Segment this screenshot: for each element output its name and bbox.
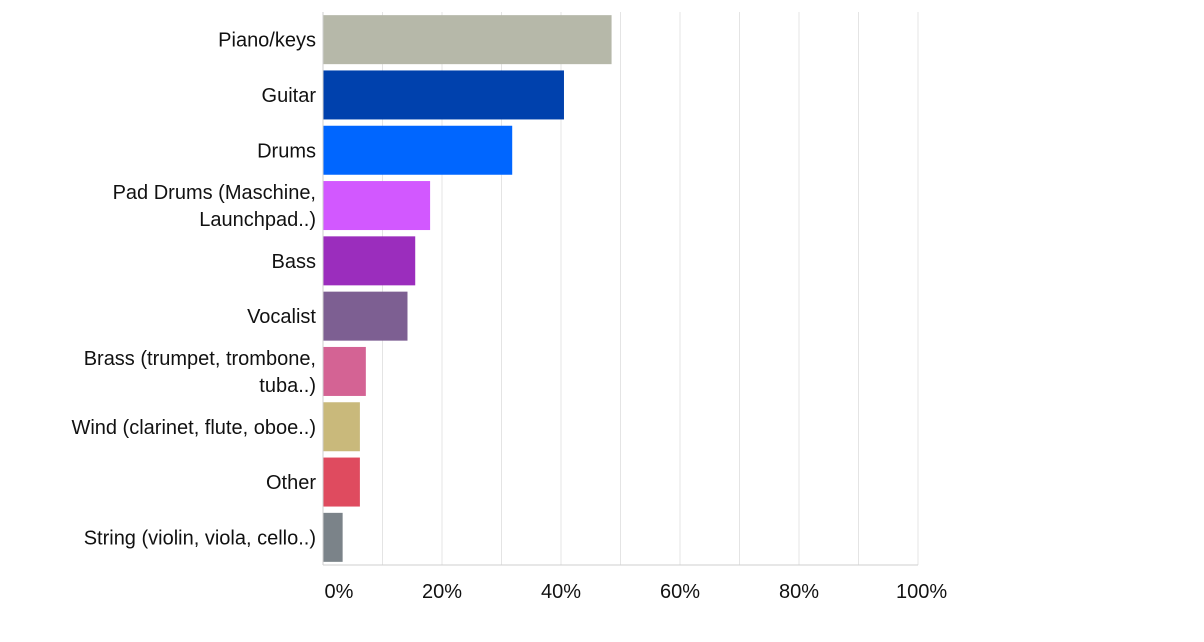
category-label: Bass xyxy=(272,251,316,273)
category-label: Other xyxy=(266,472,316,494)
category-label: Wind (clarinet, flute, oboe..) xyxy=(71,417,316,439)
bar xyxy=(323,291,408,341)
bar xyxy=(323,15,612,65)
category-label: Drums xyxy=(257,140,316,162)
category-label-line: Wind (clarinet, flute, oboe..) xyxy=(71,417,316,439)
category-label-line: Guitar xyxy=(262,85,317,107)
x-tick-label: 40% xyxy=(541,581,581,603)
x-tick-label: 80% xyxy=(779,581,819,603)
bar xyxy=(323,346,366,396)
bar xyxy=(323,512,343,562)
category-label-line: Drums xyxy=(257,140,316,162)
category-label-line: Vocalist xyxy=(247,306,316,328)
category-label-line: String (violin, viola, cello..) xyxy=(84,527,316,549)
category-label: Piano/keys xyxy=(218,30,316,52)
category-label: Vocalist xyxy=(247,306,316,328)
category-label-line: tuba..) xyxy=(259,375,316,397)
category-label: Brass (trumpet, trombone, tuba..) xyxy=(84,348,316,397)
category-label-line: Launchpad..) xyxy=(199,209,316,231)
category-label-line: Bass xyxy=(272,251,316,273)
x-tick-labels: 0% 20% 40% 60% 80% 100% xyxy=(325,581,948,603)
category-label-line: Other xyxy=(266,472,316,494)
category-label-line: Piano/keys xyxy=(218,30,316,52)
x-tick-label: 60% xyxy=(660,581,700,603)
bars xyxy=(323,15,612,562)
bar xyxy=(323,70,564,120)
category-label: String (violin, viola, cello..) xyxy=(84,527,316,549)
x-tick-label: 20% xyxy=(422,581,462,603)
x-tick-label: 100% xyxy=(896,581,947,603)
category-labels: Piano/keys Guitar Drums Pad Drums (Maschine… xyxy=(71,30,316,550)
bar xyxy=(323,402,360,452)
bar xyxy=(323,181,431,231)
x-tick-label: 0% xyxy=(325,581,354,603)
bar xyxy=(323,457,360,507)
category-label: Pad Drums (Maschine, Launchpad..) xyxy=(113,182,316,231)
category-label-line: Pad Drums (Maschine, xyxy=(113,182,316,204)
bar xyxy=(323,236,416,286)
category-label-line: Brass (trumpet, trombone, xyxy=(84,348,316,370)
category-label: Guitar xyxy=(262,85,317,107)
bar xyxy=(323,125,513,175)
